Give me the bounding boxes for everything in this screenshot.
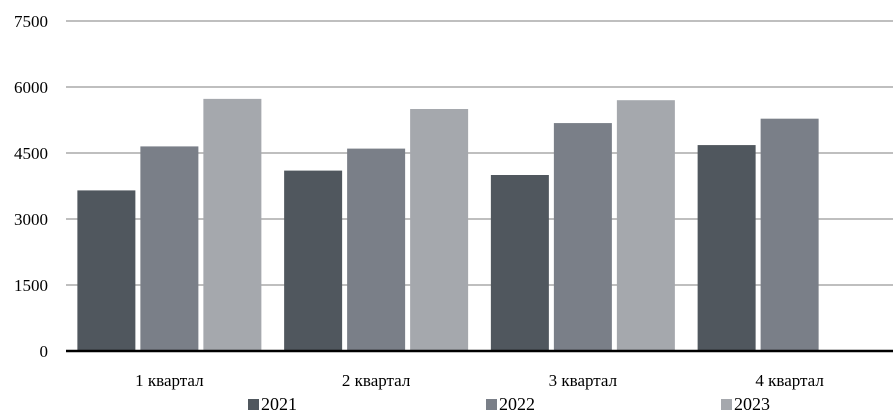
- x-category-label: 4 квартал: [755, 371, 824, 390]
- y-axis-ticks: 0 1500 3000 4500 6000 7500: [14, 12, 48, 361]
- bar-2022-1: [140, 146, 199, 351]
- bar-2022-4: [760, 118, 819, 352]
- bar-2021-3: [490, 175, 549, 351]
- legend: 2021 2022 2023: [248, 394, 770, 414]
- y-tick-label: 0: [40, 342, 49, 361]
- bar-2022-3: [553, 123, 612, 351]
- bar-2023-2: [410, 109, 469, 351]
- bar-2022-2: [347, 148, 406, 351]
- legend-label: 2021: [261, 394, 297, 413]
- x-category-label: 3 квартал: [549, 371, 618, 390]
- legend-swatch-2021: [248, 399, 259, 410]
- legend-swatch-2023: [721, 399, 732, 410]
- y-tick-label: 4500: [14, 144, 48, 163]
- legend-swatch-2022: [486, 399, 497, 410]
- legend-label: 2022: [499, 394, 535, 413]
- y-tick-label: 7500: [14, 12, 48, 31]
- bars: [77, 98, 819, 352]
- y-tick-label: 3000: [14, 210, 48, 229]
- category-labels: 1 квартал 2 квартал 3 квартал 4 квартал: [135, 371, 824, 390]
- legend-label: 2023: [734, 394, 770, 413]
- bar-2023-3: [616, 100, 675, 351]
- bar-2021-2: [284, 170, 343, 351]
- x-category-label: 2 квартал: [342, 371, 411, 390]
- y-tick-label: 1500: [14, 276, 48, 295]
- bar-2023-1: [203, 98, 262, 351]
- y-tick-label: 6000: [14, 78, 48, 97]
- x-category-label: 1 квартал: [135, 371, 204, 390]
- bar-2021-1: [77, 190, 136, 351]
- bar-2021-4: [697, 145, 756, 351]
